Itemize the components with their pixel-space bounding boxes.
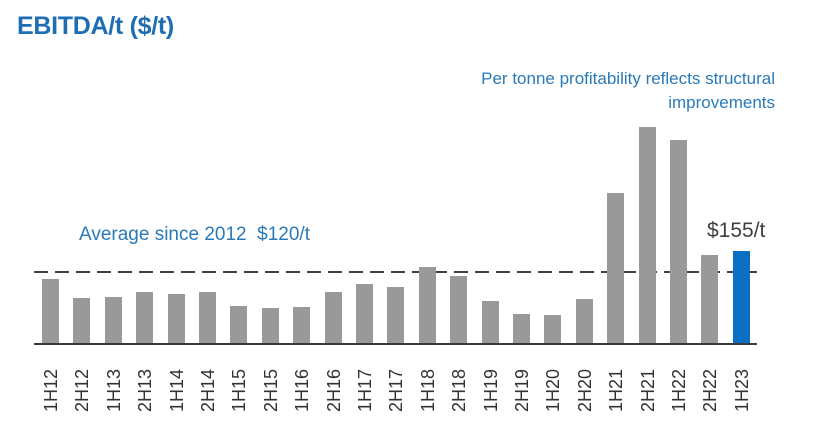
bar-1h14	[168, 293, 185, 343]
bar-1h18	[419, 267, 436, 343]
x-tick-label-text: 1H12	[40, 368, 61, 412]
bar-2h17	[387, 286, 404, 343]
x-tick-label: 1H19	[480, 350, 501, 412]
bar-1h20	[544, 315, 561, 343]
x-tick-label: 1H14	[166, 350, 187, 412]
x-tick-label-text: 2H14	[197, 368, 218, 412]
x-tick-label: 2H14	[197, 350, 218, 412]
x-tick-label: 1H13	[103, 350, 124, 412]
x-tick-label-text: 2H18	[448, 368, 469, 412]
bar-1h19	[482, 300, 499, 343]
x-tick-label-text: 1H22	[668, 368, 689, 412]
x-tick-label-text: 1H21	[605, 368, 626, 412]
x-tick-label-text: 2H22	[699, 368, 720, 412]
x-tick-label-text: 1H17	[354, 368, 375, 412]
x-tick-label-text: 1H23	[731, 368, 752, 412]
x-tick-label: 1H22	[668, 350, 689, 412]
bar-2h13	[136, 292, 153, 343]
x-tick-label: 1H20	[542, 350, 563, 412]
bar-2h18	[450, 276, 467, 343]
x-tick-label: 2H20	[574, 350, 595, 412]
x-tick-label: 2H17	[385, 350, 406, 412]
x-tick-label: 2H12	[71, 350, 92, 412]
x-tick-label-text: 1H13	[103, 368, 124, 412]
x-tick-label-text: 1H20	[542, 368, 563, 412]
x-tick-label-text: 2H16	[323, 368, 344, 412]
x-tick-label-text: 2H12	[71, 368, 92, 412]
bar-2h20	[576, 299, 593, 343]
x-tick-label-text: 2H15	[260, 368, 281, 412]
bar-1h23	[733, 251, 750, 343]
x-tick-label-text: 2H17	[385, 368, 406, 412]
x-axis-line	[34, 343, 757, 345]
x-tick-label: 1H18	[417, 350, 438, 412]
average-annotation: Average since 2012 $120/t	[79, 224, 310, 245]
x-tick-label: 2H13	[134, 350, 155, 412]
x-tick-label-text: 1H19	[480, 368, 501, 412]
bar-2h14	[199, 292, 216, 343]
x-tick-label-text: 2H20	[574, 368, 595, 412]
x-tick-label: 1H17	[354, 350, 375, 412]
bar-1h17	[356, 283, 373, 343]
x-tick-label: 1H23	[731, 350, 752, 412]
x-tick-label: 1H12	[40, 350, 61, 412]
average-reference-line	[34, 270, 757, 273]
bar-2h15	[262, 308, 279, 343]
latest-value-label: $155/t	[707, 219, 766, 242]
x-tick-label-text: 2H13	[134, 368, 155, 412]
x-tick-label: 2H18	[448, 350, 469, 412]
x-tick-label: 2H15	[260, 350, 281, 412]
chart-title: EBITDA/t ($/t)	[17, 12, 174, 40]
x-tick-label: 1H21	[605, 350, 626, 412]
headline-annotation: Per tonne profitability reflects structu…	[481, 69, 775, 112]
x-tick-label: 1H16	[291, 350, 312, 412]
x-tick-label: 2H22	[699, 350, 720, 412]
bar-2h16	[325, 292, 342, 343]
x-tick-label: 1H15	[228, 350, 249, 412]
x-tick-label-text: 2H21	[637, 368, 658, 412]
x-tick-label-text: 1H15	[228, 368, 249, 412]
bar-1h16	[293, 306, 310, 343]
bar-1h15	[230, 306, 247, 343]
bar-1h12	[42, 279, 59, 343]
x-tick-label: 2H16	[323, 350, 344, 412]
x-tick-label: 2H21	[637, 350, 658, 412]
bar-1h21	[607, 193, 624, 343]
bar-1h22	[670, 139, 687, 343]
bar-1h13	[105, 296, 122, 343]
x-tick-label-text: 1H18	[417, 368, 438, 412]
bar-2h21	[639, 126, 656, 343]
bar-2h12	[73, 298, 90, 343]
x-tick-label-text: 2H19	[511, 368, 532, 412]
x-tick-label-text: 1H16	[291, 368, 312, 412]
x-tick-label: 2H19	[511, 350, 532, 412]
bar-2h19	[513, 313, 530, 343]
x-tick-label-text: 1H14	[166, 368, 187, 412]
bar-2h22	[701, 254, 718, 343]
